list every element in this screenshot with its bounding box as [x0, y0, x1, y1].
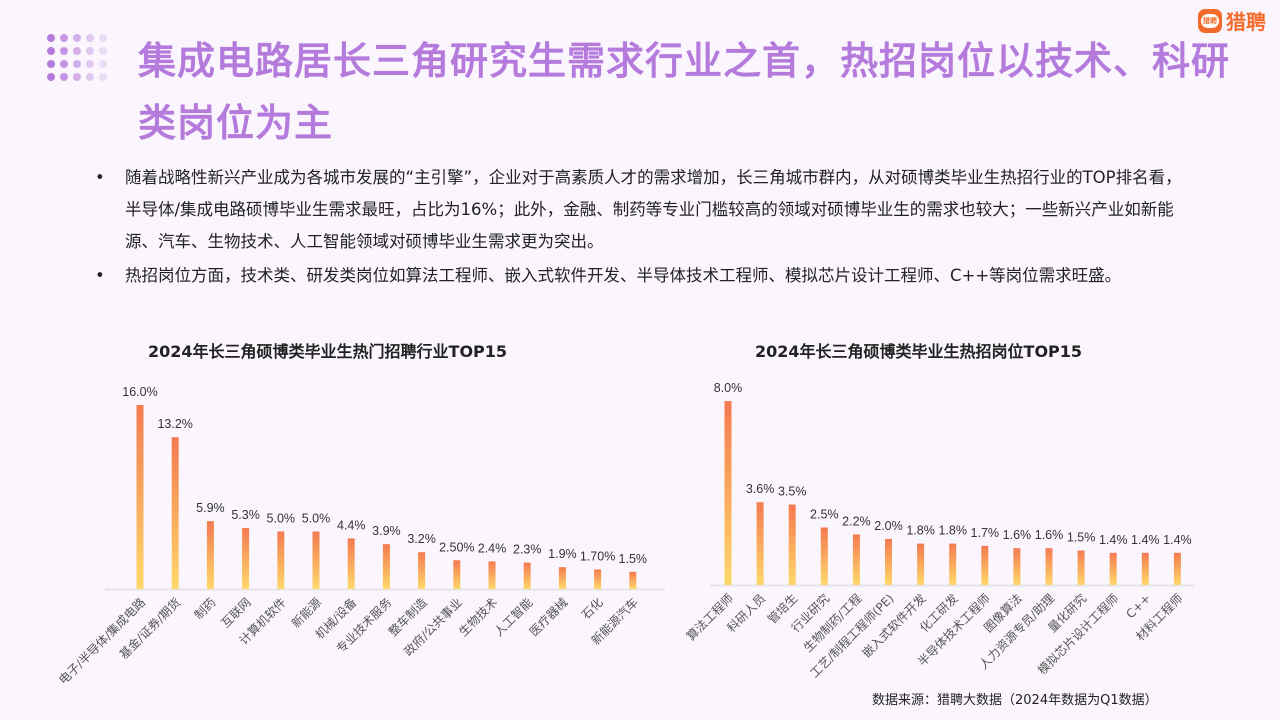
dot	[73, 73, 81, 81]
bar	[277, 531, 285, 589]
liepin-logo: 猎聘 猎聘	[1198, 6, 1266, 35]
bar	[949, 543, 957, 585]
data-label: 3.6%	[746, 482, 775, 496]
dot	[73, 47, 81, 55]
data-label: 2.50%	[439, 540, 474, 554]
dot	[73, 34, 81, 42]
dot	[86, 47, 94, 55]
category-label: 算法工程师	[683, 591, 736, 644]
bar	[488, 561, 496, 589]
bar	[1141, 552, 1149, 585]
dot	[60, 73, 68, 81]
data-label: 4.4%	[337, 518, 366, 532]
bar	[756, 502, 764, 585]
bar	[594, 569, 602, 589]
bar	[206, 521, 214, 589]
data-source: 数据来源：猎聘大数据（2024年数据为Q1数据）	[872, 693, 1158, 708]
data-label: 3.2%	[407, 532, 436, 546]
chart-title-position: 2024年长三角硕博类毕业生热招岗位TOP15	[755, 342, 1083, 361]
bar	[136, 405, 144, 589]
dot	[99, 60, 107, 68]
bar	[917, 543, 925, 585]
bar	[523, 562, 531, 589]
category-label: 制药	[192, 595, 219, 622]
dot	[47, 60, 55, 68]
bullet-item: 随着战略性新兴产业成为各城市发展的“主引擎”，企业对于高素质人才的需求增加，长三…	[95, 162, 1195, 258]
dot	[60, 34, 68, 42]
bar	[629, 571, 637, 589]
data-label: 1.4%	[1163, 533, 1192, 547]
data-label: 3.9%	[372, 524, 401, 538]
bar	[788, 504, 796, 585]
dot	[99, 47, 107, 55]
bar	[885, 539, 892, 585]
data-label: 13.2%	[157, 417, 192, 431]
decorative-dots	[47, 34, 107, 81]
bar	[1109, 552, 1117, 585]
bar	[1077, 550, 1085, 585]
data-label: 1.5%	[619, 552, 648, 566]
bullet-list: 随着战略性新兴产业成为各城市发展的“主引擎”，企业对于高素质人才的需求增加，长三…	[95, 162, 1195, 292]
data-label: 1.8%	[938, 524, 967, 538]
dot	[86, 34, 94, 42]
data-label: 1.6%	[1003, 528, 1032, 542]
logo-text: 猎聘	[1226, 10, 1266, 34]
dot	[86, 60, 94, 68]
bar	[852, 534, 860, 585]
data-label: 1.70%	[580, 549, 615, 563]
dot	[99, 73, 107, 81]
bar	[347, 538, 355, 589]
bullet-item: 热招岗位方面，技术类、研发类岗位如算法工程师、嵌入式软件开发、半导体技术工程师、…	[95, 260, 1195, 292]
dot	[60, 60, 68, 68]
bar	[418, 552, 426, 589]
data-label: 1.7%	[971, 526, 1000, 540]
data-label: 8.0%	[714, 381, 743, 395]
data-label: 2.5%	[810, 508, 839, 522]
chart-title-industry: 2024年长三角硕博类毕业生热门招聘行业TOP15	[148, 342, 508, 361]
bar	[820, 527, 828, 585]
dot	[99, 34, 107, 42]
dot	[47, 34, 55, 42]
data-label: 5.0%	[302, 512, 331, 526]
data-label: 1.6%	[1035, 528, 1064, 542]
dot	[86, 73, 94, 81]
category-label: 医疗器械	[526, 595, 571, 640]
data-label: 2.0%	[874, 519, 903, 533]
data-label: 5.0%	[267, 512, 296, 526]
bar	[312, 531, 320, 589]
dot	[73, 60, 81, 68]
industry-bar-chart: 16.0%电子/半导体/集成电路13.2%基金/证券/期货5.9%制药5.3%互…	[55, 385, 665, 687]
data-label: 3.5%	[778, 485, 807, 499]
data-label: 5.9%	[196, 501, 225, 515]
data-label: 1.8%	[906, 524, 935, 538]
bar	[171, 437, 179, 589]
data-label: 2.2%	[842, 514, 871, 528]
data-label: 1.4%	[1099, 533, 1128, 547]
bar	[453, 560, 461, 589]
data-label: 16.0%	[122, 385, 157, 399]
bar	[981, 545, 989, 585]
data-label: 1.4%	[1131, 533, 1160, 547]
bar	[558, 567, 566, 589]
data-label: 5.3%	[231, 508, 260, 522]
position-bar-chart: 8.0%算法工程师3.6%科研人员3.5%管培生2.5%行业研究2.2%生物制药…	[683, 381, 1195, 680]
dot	[47, 73, 55, 81]
category-label: 基金/证券/期货	[116, 595, 183, 662]
bar	[1173, 552, 1181, 585]
bar	[1013, 548, 1021, 585]
data-label: 1.9%	[548, 547, 577, 561]
bar	[724, 401, 732, 585]
dot	[47, 47, 55, 55]
dot	[60, 47, 68, 55]
bar	[1045, 548, 1053, 585]
data-label: 2.3%	[513, 543, 542, 557]
bar	[242, 528, 250, 589]
category-label: 石化	[579, 595, 606, 622]
page-title: 集成电路居长三角研究生需求行业之首，热招岗位以技术、科研类岗位为主	[138, 39, 1231, 145]
logo-icon: 猎聘	[1198, 8, 1222, 33]
data-label: 2.4%	[478, 541, 507, 555]
bar	[382, 544, 390, 589]
data-label: 1.5%	[1067, 531, 1096, 545]
